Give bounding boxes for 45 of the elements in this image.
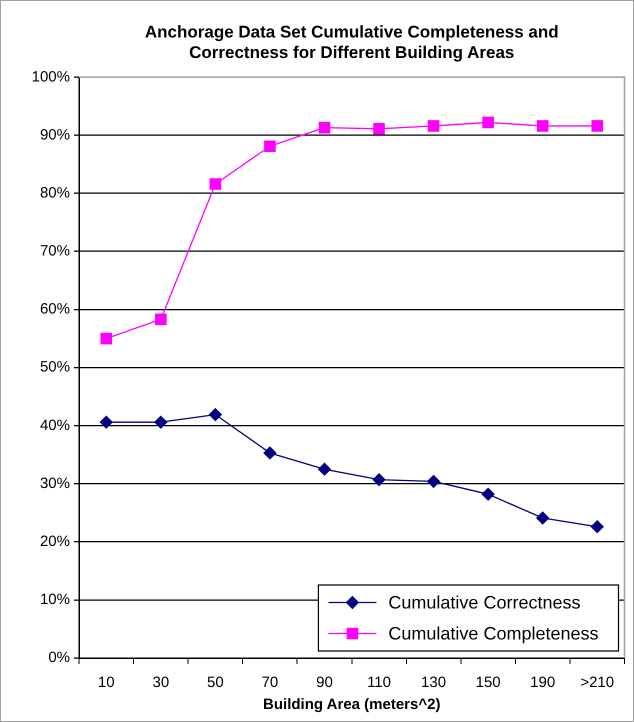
y-tick-label: 50% (40, 358, 70, 376)
y-tick-label: 30% (40, 474, 70, 492)
point (318, 122, 330, 134)
point (208, 408, 222, 422)
y-tick-label: 40% (40, 416, 70, 434)
x-tick-label: >210 (580, 674, 614, 692)
point (372, 473, 386, 486)
point (373, 123, 385, 135)
point (536, 512, 550, 525)
legend-label: Cumulative Correctness (388, 592, 580, 612)
y-tick-label: 90% (40, 126, 70, 144)
y-tick-label: 60% (40, 300, 70, 318)
point (264, 140, 276, 152)
x-tick-label: 50 (207, 674, 224, 692)
x-tick-label: 130 (421, 674, 446, 692)
x-axis-title: Building Area (meters^2) (263, 696, 440, 714)
point (155, 314, 167, 326)
point (100, 416, 113, 429)
point (427, 474, 440, 488)
point (482, 116, 494, 128)
point (536, 120, 548, 132)
point (154, 416, 168, 429)
legend-label: Cumulative Completeness (388, 623, 598, 644)
x-tick-label: 30 (152, 674, 170, 692)
y-tick-label: 20% (40, 532, 70, 550)
y-tick-label: 70% (40, 242, 70, 260)
x-tick-label: 10 (98, 674, 115, 692)
y-tick-label: 10% (40, 591, 70, 608)
point (210, 178, 222, 190)
x-tick-label: 150 (476, 674, 501, 692)
x-tick-label: 110 (367, 674, 391, 692)
point (482, 488, 495, 501)
x-tick-label: 90 (316, 674, 333, 692)
y-tick-label: 0% (48, 649, 70, 666)
point (428, 120, 440, 132)
point (318, 462, 331, 476)
chart-title: Anchorage Data Set Cumulative Completeness and Correctness for Different Building Areas (144, 22, 559, 62)
y-tick-label: 100% (32, 68, 70, 86)
point (591, 120, 604, 132)
point (263, 446, 276, 460)
x-tick-label: 70 (262, 674, 278, 692)
point (100, 332, 112, 344)
point (590, 520, 604, 534)
y-tick-label: 80% (40, 184, 70, 202)
x-tick-label: 190 (530, 674, 556, 692)
